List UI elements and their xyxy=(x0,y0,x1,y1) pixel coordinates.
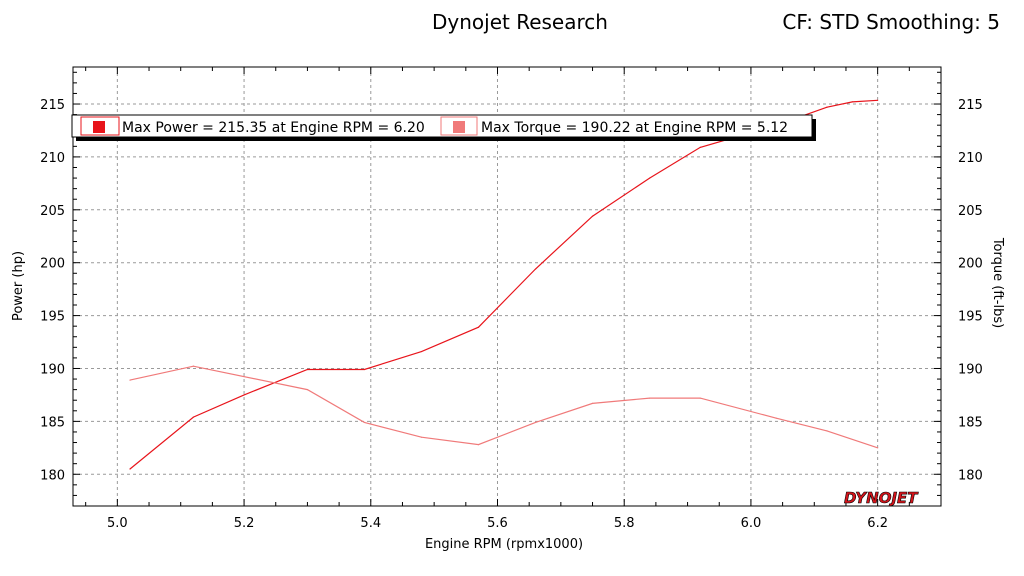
power-data-point xyxy=(826,106,828,108)
y-tick-label-left: 195 xyxy=(40,310,65,325)
torque-data-point xyxy=(775,417,777,419)
power-data-point xyxy=(306,368,309,371)
x-tick-label: 5.0 xyxy=(107,516,128,531)
power-data-point xyxy=(851,101,853,103)
power-data-point xyxy=(243,394,245,396)
x-tick-label: 5.8 xyxy=(614,516,635,531)
legend-label-torque: Max Torque = 190.22 at Engine RPM = 5.12 xyxy=(481,120,788,136)
y-tick-label-left: 190 xyxy=(40,362,65,377)
x-tick-label: 5.4 xyxy=(360,516,381,531)
torque-series-line xyxy=(129,365,878,449)
power-data-point xyxy=(477,326,480,328)
torque-data-point xyxy=(534,421,537,424)
y-axis-title-left: Power (hp) xyxy=(11,251,26,321)
legend-swatch-power-frame xyxy=(80,116,120,136)
legend-swatch-power xyxy=(93,121,105,133)
torque-data-point xyxy=(477,444,480,446)
torque-data-point xyxy=(877,447,879,449)
torque-data-point xyxy=(363,421,366,424)
y-tick-label-right: 210 xyxy=(958,151,983,166)
power-data-point xyxy=(877,99,879,101)
y-tick-label-left: 200 xyxy=(40,257,65,272)
x-axis-title: Engine RPM (rpmx1000) xyxy=(425,537,583,552)
torque-data-point xyxy=(648,397,651,399)
y-tick-label-right: 215 xyxy=(958,98,983,113)
y-tick-label-left: 215 xyxy=(40,98,65,113)
power-data-point xyxy=(420,350,423,353)
y-tick-label-left: 185 xyxy=(40,415,65,430)
legend-box[interactable]: Max Power = 215.35 at Engine RPM = 6.20 … xyxy=(71,114,816,141)
y-tick-label-right: 205 xyxy=(958,204,983,219)
power-data-point xyxy=(591,215,594,217)
legend-swatch-torque xyxy=(453,121,465,133)
y-tick-label-left: 205 xyxy=(40,204,65,219)
y-tick-label-left: 180 xyxy=(40,468,65,483)
x-tick-label: 5.2 xyxy=(234,516,255,531)
y-tick-label-right: 190 xyxy=(958,362,983,377)
torque-data-point xyxy=(699,397,701,399)
power-data-point xyxy=(363,368,366,371)
power-data-point xyxy=(534,268,537,270)
correction-factor-label: CF: STD Smoothing: 5 xyxy=(782,10,1000,34)
legend-label-power: Max Power = 215.35 at Engine RPM = 6.20 xyxy=(122,120,425,136)
torque-data-point xyxy=(420,436,423,438)
torque-data-point xyxy=(192,365,194,367)
torque-data-point xyxy=(826,430,828,432)
tick-label-layer: 5.0 5.2 5.4 5.6 5.8 6.0 6.2 180 180 185 185 190 190 1… xyxy=(40,98,983,531)
power-data-point xyxy=(648,177,651,179)
tick-layer xyxy=(73,67,942,507)
power-series-line xyxy=(129,99,878,470)
torque-data-point xyxy=(129,379,131,381)
x-tick-label: 6.0 xyxy=(741,516,762,531)
y-tick-label-right: 195 xyxy=(958,310,983,325)
dynojet-logo: DYNOJET xyxy=(844,489,920,508)
y-axis-title-right: Torque (ft-lbs) xyxy=(990,237,1005,328)
chart-title: Dynojet Research xyxy=(432,10,608,34)
torque-data-point xyxy=(306,389,309,391)
power-data-point xyxy=(192,416,194,418)
legend-swatch-torque-frame xyxy=(440,116,478,136)
legend-background xyxy=(71,114,813,138)
series-layer xyxy=(129,99,879,470)
power-data-point xyxy=(129,468,131,470)
y-tick-label-right: 180 xyxy=(958,468,983,483)
y-tick-label-right: 200 xyxy=(958,257,983,272)
torque-data-point xyxy=(591,402,594,404)
dynojet-logo-text: DYNOJET xyxy=(844,489,919,507)
x-tick-label: 6.2 xyxy=(867,516,888,531)
power-data-point xyxy=(699,146,701,148)
y-tick-label-left: 210 xyxy=(40,151,65,166)
x-tick-label: 5.6 xyxy=(487,516,508,531)
y-tick-label-right: 185 xyxy=(958,415,983,430)
plot-frame xyxy=(72,66,942,507)
